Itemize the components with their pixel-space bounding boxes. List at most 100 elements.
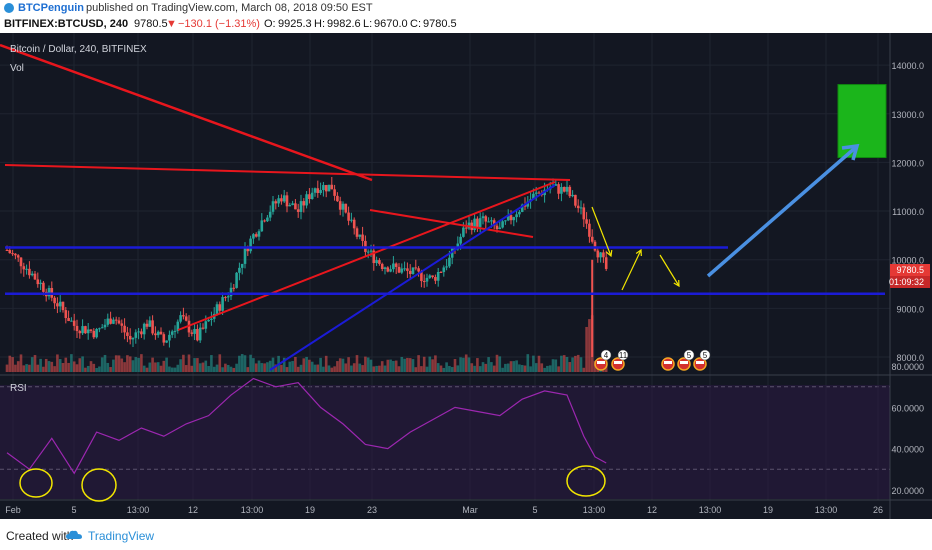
candle-body <box>406 268 409 271</box>
blue-trendline <box>269 184 556 371</box>
rsi-title: RSI <box>10 383 27 394</box>
candle-body <box>504 220 507 222</box>
volume-bar <box>470 363 474 372</box>
candle-body <box>154 333 157 336</box>
volume-bar <box>380 361 384 372</box>
volume-bar <box>422 356 426 372</box>
tradingview-brand[interactable]: TradingView <box>88 529 155 543</box>
volume-bar <box>324 355 328 372</box>
volume-bar <box>291 361 294 372</box>
candle-body <box>330 184 334 190</box>
volume-bar <box>36 364 40 372</box>
event-count-label: 5 <box>703 351 708 360</box>
volume-bar <box>330 367 334 372</box>
candle-body <box>145 323 149 327</box>
volume-bar <box>123 362 126 372</box>
event-count-badge <box>600 349 612 361</box>
volume-bar <box>182 354 185 372</box>
candle-body <box>235 272 238 288</box>
volume-bar <box>156 362 160 372</box>
candle-body <box>333 189 336 196</box>
time-tick-label: 19 <box>763 505 773 515</box>
candle-body <box>224 297 227 299</box>
volume-bar <box>579 357 583 372</box>
event-count-label: 11 <box>619 351 628 360</box>
volume-bar <box>478 366 482 372</box>
candle-body <box>67 318 70 322</box>
candle-body <box>344 203 348 213</box>
high-value: 9982.6 <box>327 18 361 30</box>
volume-bar <box>509 361 513 372</box>
volume-bar <box>162 360 166 372</box>
candle-body <box>481 216 485 219</box>
red-trendline-3 <box>369 209 534 238</box>
red-trendline-2 <box>4 164 571 181</box>
chart-svg[interactable]: 4 11 5 5 8000.0 9000.0 10000.0 11000.0 12000.0 1… <box>0 33 932 519</box>
candle-body <box>338 201 342 210</box>
time-tick-label: 23 <box>367 505 377 515</box>
publisher-name[interactable]: BTCPenguin <box>18 2 84 14</box>
candle-body <box>554 184 558 186</box>
candle-body <box>243 247 247 264</box>
candle-body <box>39 282 42 285</box>
symbol-label: BITFINEX:BTCUSD, 240 <box>4 18 129 30</box>
candle-body <box>221 297 224 311</box>
volume-bar <box>411 359 415 372</box>
volume-bar <box>529 366 532 372</box>
last-price-tag-label: 9780.5 <box>896 265 924 275</box>
volume-bar <box>165 357 168 372</box>
volume-bar <box>515 360 518 372</box>
volume-bar <box>98 366 101 372</box>
tradingview-cloud-icon <box>66 530 82 539</box>
candle-body <box>173 330 177 332</box>
volume-bar <box>100 357 104 372</box>
price-tick-label: 8000.0 <box>896 353 924 363</box>
candle-body <box>288 205 292 207</box>
volume-bar <box>571 357 574 372</box>
candle-body <box>478 218 482 227</box>
volume-bar <box>84 367 87 372</box>
chart-title: Bitcoin / Dollar, 240, BITFINEX <box>10 44 147 55</box>
candle-body <box>11 253 14 255</box>
candle-body <box>434 277 437 281</box>
candle-body <box>582 207 586 220</box>
volume-bar <box>565 356 569 372</box>
candle-body <box>193 328 196 334</box>
volume-bar <box>576 354 580 372</box>
candle-body <box>372 250 376 264</box>
volume-bar <box>240 354 244 372</box>
candle-body <box>33 273 37 280</box>
volume-bar <box>316 364 320 372</box>
candle-body <box>501 221 504 228</box>
price-tick-label: 11000.0 <box>892 207 924 217</box>
rsi-tick-label: 40.0000 <box>891 445 924 455</box>
candle-body <box>89 329 93 331</box>
volume-bar <box>187 354 191 372</box>
candle-body <box>562 186 566 192</box>
candle-body <box>64 310 68 319</box>
chart-panel[interactable]: 4 11 5 5 8000.0 9000.0 10000.0 11000.0 12000.0 1… <box>0 33 932 519</box>
volume-bar <box>92 363 96 372</box>
candle-body <box>103 324 107 328</box>
candle-body <box>568 186 572 197</box>
volume-bar <box>154 362 157 372</box>
candle-body <box>294 203 297 210</box>
flag-stripe <box>680 361 688 364</box>
candle-body <box>313 188 317 193</box>
volume-bar <box>417 355 420 372</box>
candle-body <box>148 320 152 327</box>
countdown-tag <box>890 276 930 288</box>
candle-body <box>366 251 370 253</box>
candle-body <box>487 221 490 223</box>
candle-body <box>257 231 261 237</box>
yellow-arrow-down-2 <box>659 254 680 287</box>
volume-bar <box>56 354 59 372</box>
time-tick-label: 13:00 <box>127 505 150 515</box>
time-tick-label: 13:00 <box>699 505 722 515</box>
volume-bar <box>442 367 446 372</box>
volume-bar <box>322 366 325 372</box>
volume-bar <box>386 359 390 372</box>
rsi-tick-label: 60.0000 <box>891 403 924 413</box>
candle-body <box>392 263 395 270</box>
volume-bar <box>397 366 401 372</box>
